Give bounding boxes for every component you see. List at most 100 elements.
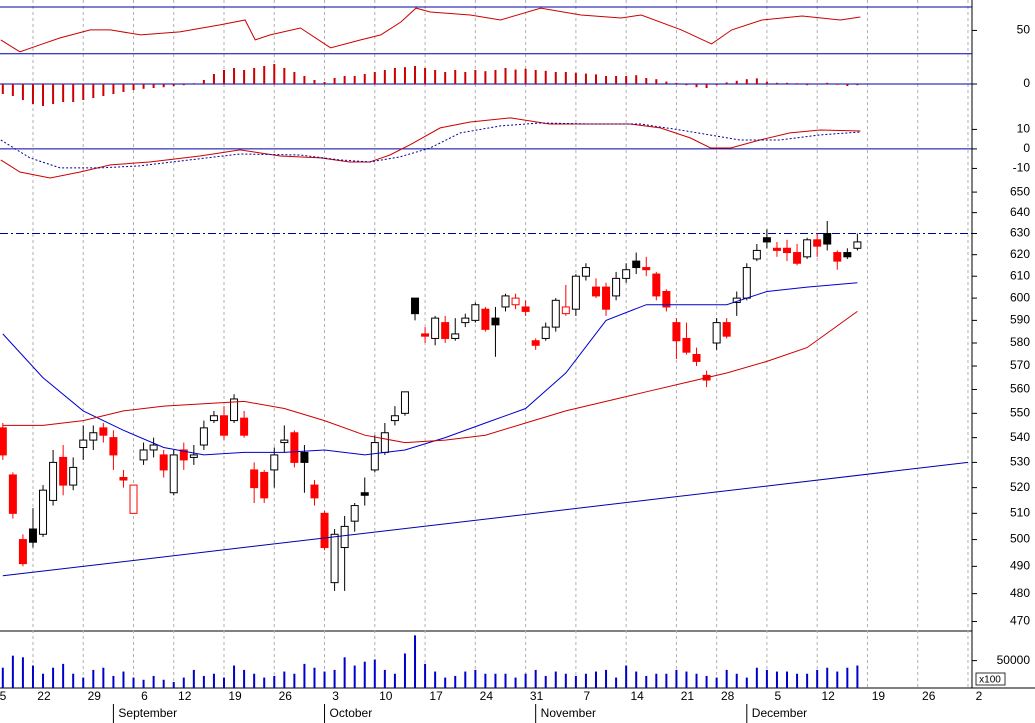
- volume-bar: [243, 669, 246, 688]
- histogram-bar: [504, 68, 507, 84]
- volume-bar: [544, 675, 547, 688]
- y-tick-label: 50: [1017, 23, 1031, 37]
- candle-body: [230, 398, 239, 422]
- volume-bar: [464, 671, 467, 688]
- candle-body: [109, 437, 118, 456]
- histogram-bar: [72, 84, 75, 102]
- y-tick-label: 640: [1010, 205, 1030, 219]
- histogram-bar: [775, 82, 778, 84]
- x-tick-label: 29: [88, 689, 102, 703]
- histogram-bar: [343, 76, 346, 84]
- volume-bar: [675, 669, 678, 688]
- volume-bar: [454, 675, 457, 688]
- candle-body: [280, 439, 289, 444]
- candle-body: [591, 286, 600, 297]
- candle-body: [843, 252, 852, 258]
- x-tick-label: 22: [37, 689, 51, 703]
- histogram-bar: [645, 78, 648, 84]
- month-label: November: [541, 706, 596, 720]
- candle-body: [219, 415, 228, 436]
- candle-body: [541, 326, 550, 339]
- candle-body: [501, 295, 510, 308]
- histogram-bar: [303, 76, 306, 84]
- volume-bar: [434, 671, 437, 688]
- histogram-bar: [846, 84, 849, 86]
- volume-bar: [1, 667, 4, 688]
- volume-bar: [112, 675, 115, 688]
- histogram-bar: [434, 70, 437, 84]
- volume-bar: [615, 677, 618, 688]
- histogram-bar: [403, 67, 406, 84]
- histogram-bar: [393, 68, 396, 84]
- candle-body: [431, 317, 440, 339]
- volume-bar: [745, 677, 748, 688]
- candle-body: [129, 484, 138, 514]
- y-tick-label: 630: [1010, 226, 1030, 240]
- histogram-bar: [253, 68, 256, 84]
- volume-bar: [665, 673, 668, 688]
- candle-body: [481, 308, 490, 330]
- candle-body: [0, 427, 7, 456]
- volume-bar: [253, 673, 256, 688]
- histogram-bar: [615, 76, 618, 84]
- y-tick-label: 590: [1010, 313, 1030, 327]
- volume-bar: [444, 677, 447, 688]
- candle-body: [119, 476, 128, 481]
- histogram-bar: [484, 71, 487, 84]
- histogram-bar: [21, 84, 24, 100]
- candle-body: [189, 454, 198, 458]
- candle-body: [421, 333, 430, 337]
- volume-bar: [846, 667, 849, 688]
- histogram-bar: [534, 70, 537, 84]
- month-label: September: [118, 706, 177, 720]
- indicator-line: [0, 117, 861, 179]
- y-tick-label: 490: [1010, 559, 1030, 573]
- volume-bar: [806, 673, 809, 688]
- candle-body: [340, 525, 349, 549]
- candle-body: [28, 528, 37, 543]
- candle-body: [752, 249, 761, 260]
- volume-bar: [283, 671, 286, 688]
- volume-bar: [132, 677, 135, 688]
- volume-bar: [393, 673, 396, 688]
- indicator-line: [0, 7, 861, 53]
- histogram-bar: [353, 76, 356, 84]
- y-tick-label: 0: [1023, 76, 1030, 90]
- volume-bar: [755, 667, 758, 688]
- candle-body: [783, 247, 792, 254]
- x-tick-label: 2: [976, 689, 983, 703]
- candle-body: [622, 269, 631, 279]
- candle-body: [451, 333, 460, 339]
- volume-bar: [786, 671, 789, 688]
- histogram-bar: [283, 68, 286, 84]
- histogram-bar: [152, 84, 155, 88]
- volume-bar: [514, 677, 517, 688]
- candle-body: [692, 353, 701, 362]
- x-tick-label: 10: [379, 689, 393, 703]
- histogram-bar: [454, 70, 457, 84]
- x-tick-label: 31: [530, 689, 544, 703]
- x-tick-label: 5: [775, 689, 782, 703]
- candle-body: [471, 304, 480, 321]
- candle-body: [712, 322, 721, 344]
- histogram-bar: [464, 72, 467, 84]
- volume-bar: [725, 669, 728, 688]
- indicator-line: [2, 461, 969, 577]
- candle-body: [853, 241, 862, 249]
- histogram-bar: [474, 70, 477, 84]
- candle-body: [441, 322, 450, 339]
- histogram-bar: [313, 80, 316, 84]
- volume-bar: [343, 657, 346, 688]
- histogram-bar: [574, 72, 577, 84]
- candle-body: [511, 297, 520, 306]
- candle-body: [300, 451, 309, 463]
- candle-body: [833, 252, 842, 262]
- y-tick-label: 10: [1017, 122, 1031, 136]
- y-tick-label: 550: [1010, 406, 1030, 420]
- histogram-bar: [323, 82, 326, 84]
- candle-body: [561, 306, 570, 315]
- volume-bar: [92, 669, 95, 688]
- x-tick-label: 12: [178, 689, 192, 703]
- candle-body: [793, 252, 802, 264]
- volume-bar: [414, 635, 417, 688]
